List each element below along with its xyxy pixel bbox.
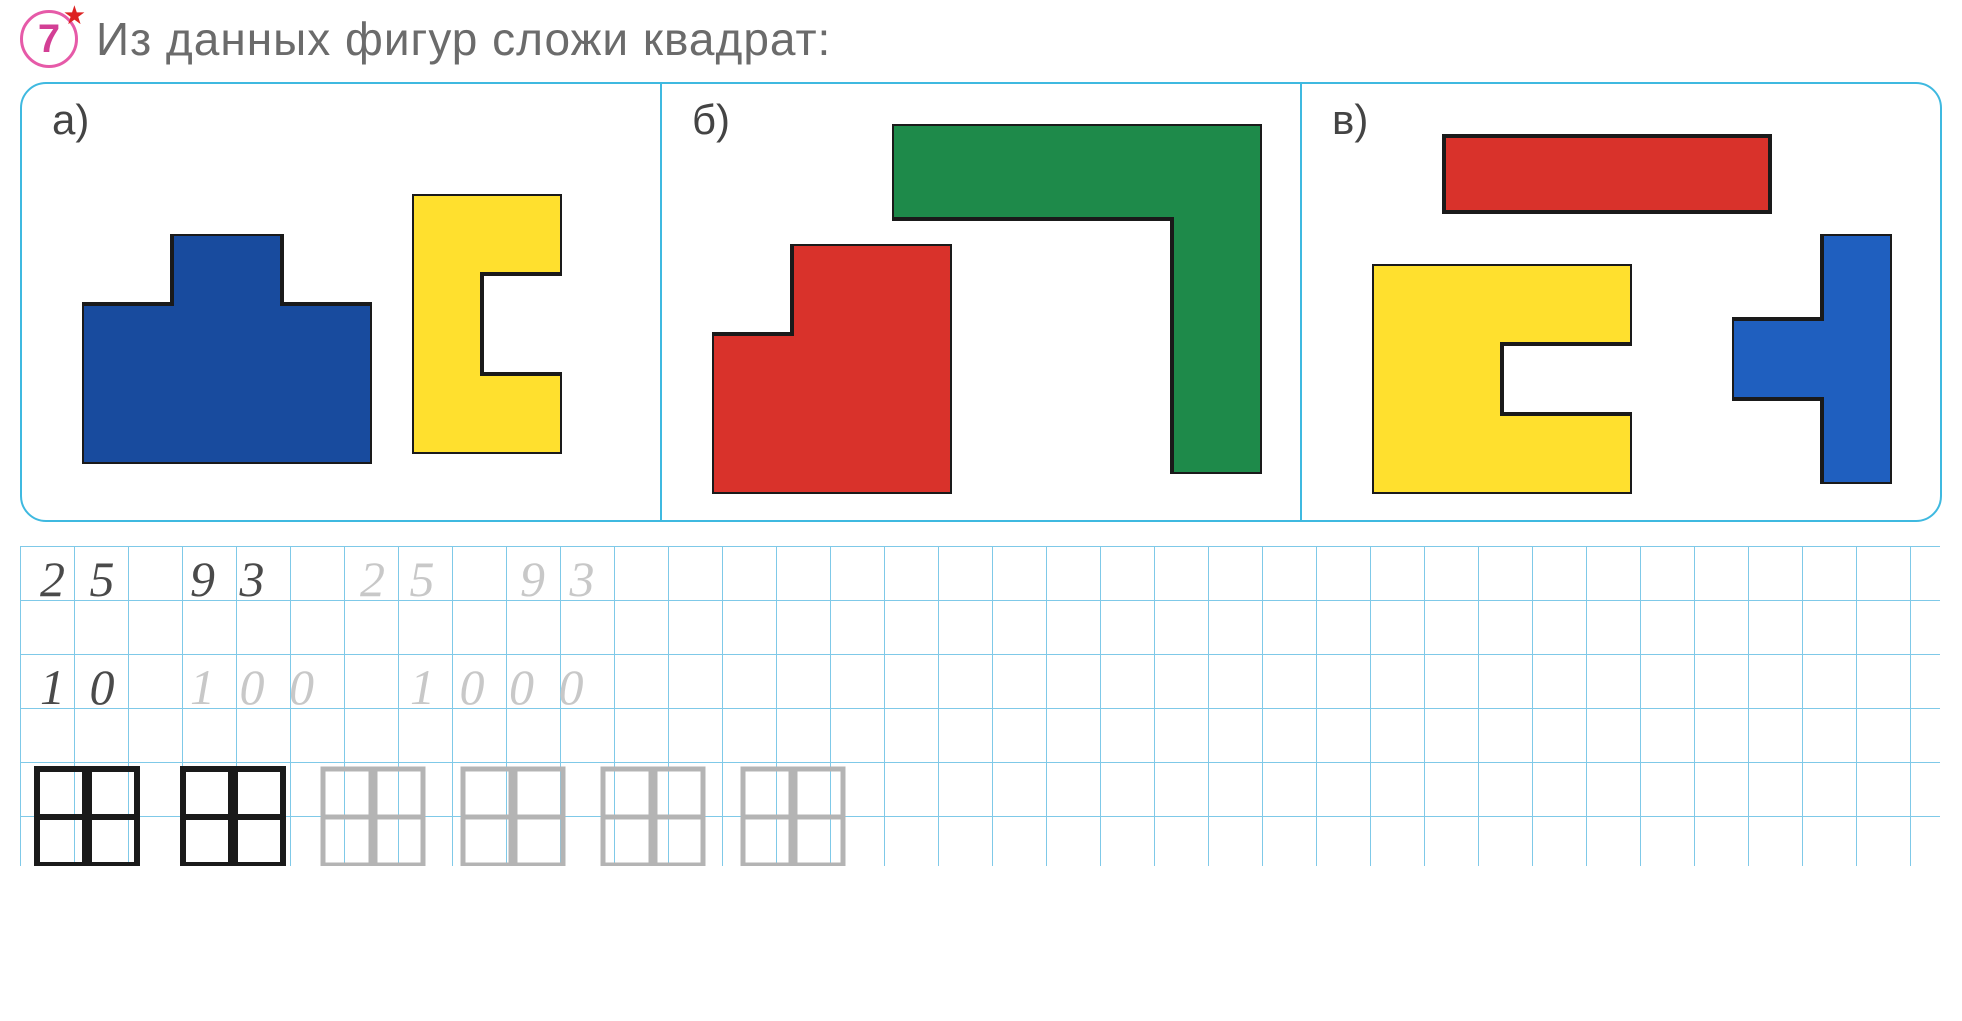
shape-a-yellow [412,194,562,454]
hw-r1-b: 9 3 [190,550,271,608]
writing-grid: 2 5 9 3 2 5 9 3 1 0 1 0 0 1 0 0 0 [20,546,1940,866]
panel-b: б) [660,84,1300,520]
hw-r2-c: 1 0 0 0 [410,658,590,716]
hw-r2-a: 1 0 [40,658,121,716]
task-number-badge: 7 ★ [20,10,78,68]
hw-r1-c: 2 5 [360,550,441,608]
hw-r1-a: 2 5 [40,550,121,608]
shape-a-blue [82,234,372,464]
panel-c: в) [1300,84,1940,520]
shape-c-blue [1732,234,1892,484]
shape-c-yellow [1372,264,1632,494]
mini-block-1 [34,766,144,871]
shape-c-red [1442,134,1772,214]
task-title: Из данных фигур сложи квадрат: [96,12,831,66]
panel-a-label: а) [52,96,89,144]
mini-block-6 [740,766,850,871]
panel-c-label: в) [1332,96,1368,144]
panels-container: а) б) в) [20,82,1942,522]
panel-a: а) [22,84,660,520]
task-header: 7 ★ Из данных фигур сложи квадрат: [20,10,1942,68]
hw-r2-b: 1 0 0 [190,658,320,716]
mini-block-2 [180,766,290,871]
star-icon: ★ [63,0,86,31]
mini-block-5 [600,766,710,871]
panel-b-label: б) [692,96,730,144]
mini-block-3 [320,766,430,871]
mini-block-4 [460,766,570,871]
hw-r1-d: 9 3 [520,550,601,608]
shape-b-green [892,124,1262,474]
